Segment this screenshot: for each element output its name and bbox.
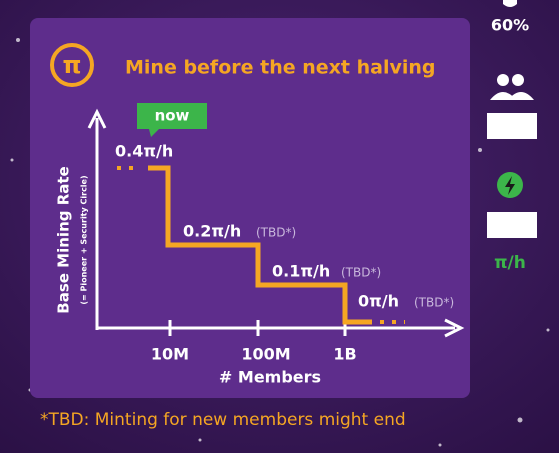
tbd-note: (TBD*) xyxy=(414,296,454,310)
pi-logo-glyph: π xyxy=(63,51,82,79)
members-icon[interactable] xyxy=(490,74,534,100)
lightning-icon xyxy=(505,176,515,195)
rate-label: 0.2π/h xyxy=(183,222,241,241)
rate-unit: π/h xyxy=(494,253,526,273)
rate-steps xyxy=(148,165,372,325)
rate-label: 0.1π/h xyxy=(272,262,330,281)
y-axis-sublabel: (= Pioneer + Security Circle) xyxy=(80,175,89,304)
now-badge xyxy=(137,103,207,137)
battery-percent: 60% xyxy=(491,16,529,35)
rate-field xyxy=(487,212,537,238)
x-tick-label: 100M xyxy=(241,345,290,364)
tbd-note: (TBD*) xyxy=(341,266,381,280)
x-axis-label: # Members xyxy=(219,368,321,387)
members-field xyxy=(487,113,537,139)
rate-label: 0π/h xyxy=(358,292,399,311)
now-text: now xyxy=(155,107,190,125)
shield-icon xyxy=(503,0,517,7)
x-tick-label: 10M xyxy=(151,345,189,364)
card-title: Mine before the next halving xyxy=(125,57,436,79)
rate-label: 0.4π/h xyxy=(115,142,173,161)
tbd-note: (TBD*) xyxy=(256,226,296,240)
pi-logo xyxy=(50,43,94,87)
y-axis-label: Base Mining Rate xyxy=(55,166,73,313)
footnote: *TBD: Minting for new members might end xyxy=(40,410,406,430)
axes xyxy=(87,108,465,338)
x-tick-label: 1B xyxy=(333,345,356,364)
